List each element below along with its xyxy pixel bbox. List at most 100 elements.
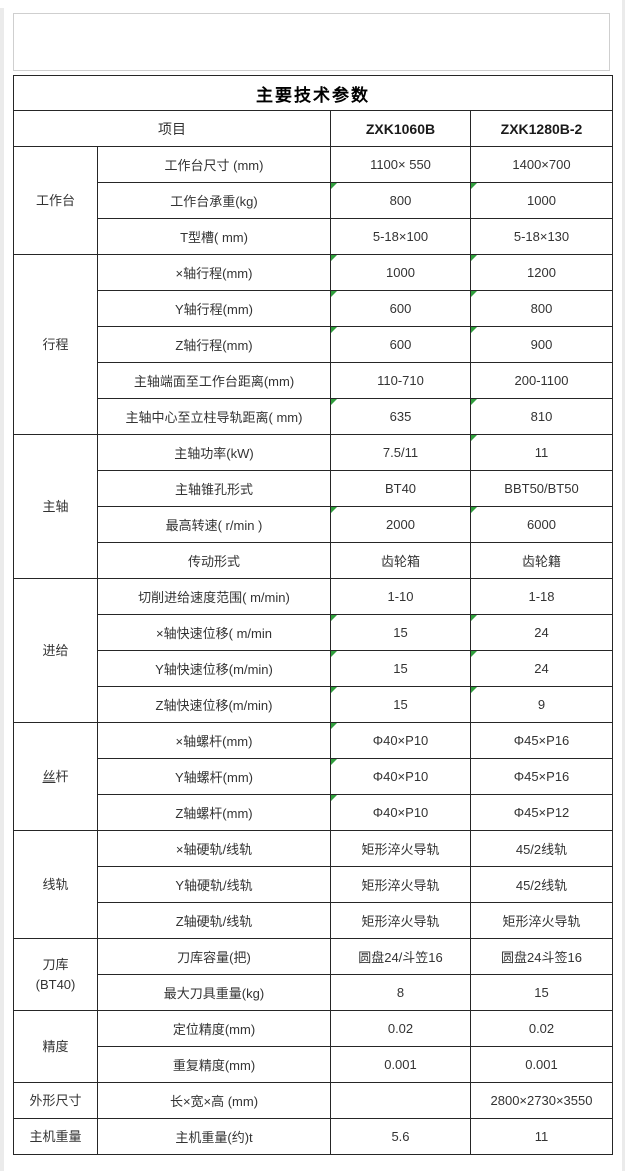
item-label: 刀库容量(把): [97, 938, 331, 975]
group-label-9: 外形尺寸: [13, 1082, 98, 1119]
value-cell-model-1: 齿轮箱: [330, 542, 471, 579]
item-label: Z轴快速位移(m/min): [97, 686, 331, 723]
value-cell-model-1: 2000: [330, 506, 471, 543]
item-label: Z轴螺杆(mm): [97, 794, 331, 831]
value-cell-model-2: 1200: [470, 254, 613, 291]
value-cell-model-1: 5.6: [330, 1118, 471, 1155]
item-label: 长×宽×高 (mm): [97, 1082, 331, 1119]
value-cell-model-2: 45/2线轨: [470, 866, 613, 903]
value-cell-model-1: 圆盘24/斗笠16: [330, 938, 471, 975]
table-row: Y轴快速位移(m/min) 15 24: [14, 650, 613, 687]
table-row: Z轴快速位移(m/min) 15 9: [14, 686, 613, 723]
value-cell-model-2: 200-1100: [470, 362, 613, 399]
value-cell-model-2: 齿轮籍: [470, 542, 613, 579]
value-cell-model-2: 圆盘24斗签16: [470, 938, 613, 975]
item-label: T型槽( mm): [97, 218, 331, 255]
column-header-item: 项目: [13, 110, 331, 147]
value-cell-model-2: 800: [470, 290, 613, 327]
value-cell-model-1: Φ40×P10: [330, 722, 471, 759]
group-label-8: 精度: [13, 1010, 98, 1083]
item-label: Y轴硬轨/线轨: [97, 866, 331, 903]
value-cell-model-1: 7.5/11: [330, 434, 471, 471]
item-label: 主轴中心至立柱导轨距离( mm): [97, 398, 331, 435]
spec-table: 主要技术参数 项目 ZXK1060B ZXK1280B-2 工作台 工作台尺寸 (…: [13, 75, 613, 1155]
table-row: Y轴行程(mm) 600 800: [14, 290, 613, 327]
item-label: 主轴功率(kW): [97, 434, 331, 471]
value-cell-model-2: 24: [470, 614, 613, 651]
value-cell-model-2: 15: [470, 974, 613, 1011]
value-cell-model-1: 1100× 550: [330, 146, 471, 183]
value-cell-model-2: 810: [470, 398, 613, 435]
value-cell-model-2: BBT50/BT50: [470, 470, 613, 507]
table-title-row: 主要技术参数: [13, 75, 613, 111]
value-cell-model-1: 800: [330, 182, 471, 219]
value-cell-model-1: 15: [330, 650, 471, 687]
value-cell-model-2: 9: [470, 686, 613, 723]
item-label: 切削进给速度范围( m/min): [97, 578, 331, 615]
group-label-6: 线轨: [13, 830, 98, 939]
page-edge-left: [0, 8, 4, 1171]
table-row: 最大刀具重量(kg) 8 15: [14, 974, 613, 1011]
value-cell-model-2: 1000: [470, 182, 613, 219]
value-cell-model-2: 900: [470, 326, 613, 363]
item-label: Z轴行程(mm): [97, 326, 331, 363]
value-cell-model-1: 15: [330, 686, 471, 723]
table-row: 行程 ×轴行程(mm) 1000 1200: [13, 254, 613, 435]
item-label: ×轴行程(mm): [97, 254, 331, 291]
group-label-3: 主轴: [13, 434, 98, 579]
item-label: Y轴螺杆(mm): [97, 758, 331, 795]
table-row: 线轨 ×轴硬轨/线轨 矩形淬火导轨 45/2线轨: [13, 830, 613, 939]
item-label: 传动形式: [97, 542, 331, 579]
table-row: Z轴硬轨/线轨 矩形淬火导轨 矩形淬火导轨: [14, 902, 613, 939]
value-cell-model-1: 矩形淬火导轨: [330, 902, 471, 939]
column-header-model-2: ZXK1280B-2: [470, 110, 613, 147]
item-label: ×轴硬轨/线轨: [97, 830, 331, 867]
value-cell-model-1: 15: [330, 614, 471, 651]
table-row: T型槽( mm) 5-18×100 5-18×130: [14, 218, 613, 255]
table-row: 精度 定位精度(mm) 0.02 0.02: [13, 1010, 613, 1083]
value-cell-model-1: [330, 1082, 471, 1119]
value-cell-model-2: 6000: [470, 506, 613, 543]
item-label: 主机重量(约)t: [97, 1118, 331, 1155]
value-cell-model-2: 45/2线轨: [470, 830, 613, 867]
value-cell-model-2: 2800×2730×3550: [470, 1082, 613, 1119]
table-row: Z轴行程(mm) 600 900: [14, 326, 613, 363]
table-row: Z轴螺杆(mm) Φ40×P10 Φ45×P12: [14, 794, 613, 831]
value-cell-model-1: 0.001: [330, 1046, 471, 1083]
item-label: Y轴快速位移(m/min): [97, 650, 331, 687]
value-cell-model-1: 0.02: [330, 1010, 471, 1047]
value-cell-model-2: 11: [470, 1118, 613, 1155]
item-label: Y轴行程(mm): [97, 290, 331, 327]
table-header-row: 项目 ZXK1060B ZXK1280B-2: [13, 110, 613, 147]
value-cell-model-2: 5-18×130: [470, 218, 613, 255]
page-edge-right: [622, 0, 625, 1171]
table-row: 工作台 工作台尺寸 (mm) 1100× 550 1400×700: [13, 146, 613, 255]
table-body: 工作台 工作台尺寸 (mm) 1100× 550 1400×700 工作台承重(kg) 8…: [13, 146, 613, 1155]
item-label: 重复精度(mm): [97, 1046, 331, 1083]
value-cell-model-2: 0.02: [470, 1010, 613, 1047]
table-row: 丝杆 ×轴螺杆(mm) Φ40×P10 Φ45×P16: [13, 722, 613, 831]
table-row: 最高转速( r/min ) 2000 6000: [14, 506, 613, 543]
table-row: 主轴中心至立柱导轨距离( mm) 635 810: [14, 398, 613, 435]
group-label-7: 刀库 (BT40): [13, 938, 98, 1011]
value-cell-model-1: 600: [330, 326, 471, 363]
value-cell-model-1: 矩形淬火导轨: [330, 866, 471, 903]
value-cell-model-1: 1-10: [330, 578, 471, 615]
item-label: ×轴快速位移( m/min: [97, 614, 331, 651]
item-label: 工作台承重(kg): [97, 182, 331, 219]
value-cell-model-1: Φ40×P10: [330, 794, 471, 831]
value-cell-model-2: Φ45×P16: [470, 722, 613, 759]
value-cell-model-2: Φ45×P12: [470, 794, 613, 831]
value-cell-model-1: BT40: [330, 470, 471, 507]
value-cell-model-1: 矩形淬火导轨: [330, 830, 471, 867]
table-row: ×轴快速位移( m/min 15 24: [14, 614, 613, 651]
table-title: 主要技术参数: [13, 75, 613, 111]
table-row: Y轴硬轨/线轨 矩形淬火导轨 45/2线轨: [14, 866, 613, 903]
group-label-5: 丝杆: [13, 722, 98, 831]
value-cell-model-2: 矩形淬火导轨: [470, 902, 613, 939]
table-row: 传动形式 齿轮箱 齿轮籍: [14, 542, 613, 579]
value-cell-model-1: 110-710: [330, 362, 471, 399]
value-cell-model-2: Φ45×P16: [470, 758, 613, 795]
value-cell-model-1: 1000: [330, 254, 471, 291]
item-label: ×轴螺杆(mm): [97, 722, 331, 759]
